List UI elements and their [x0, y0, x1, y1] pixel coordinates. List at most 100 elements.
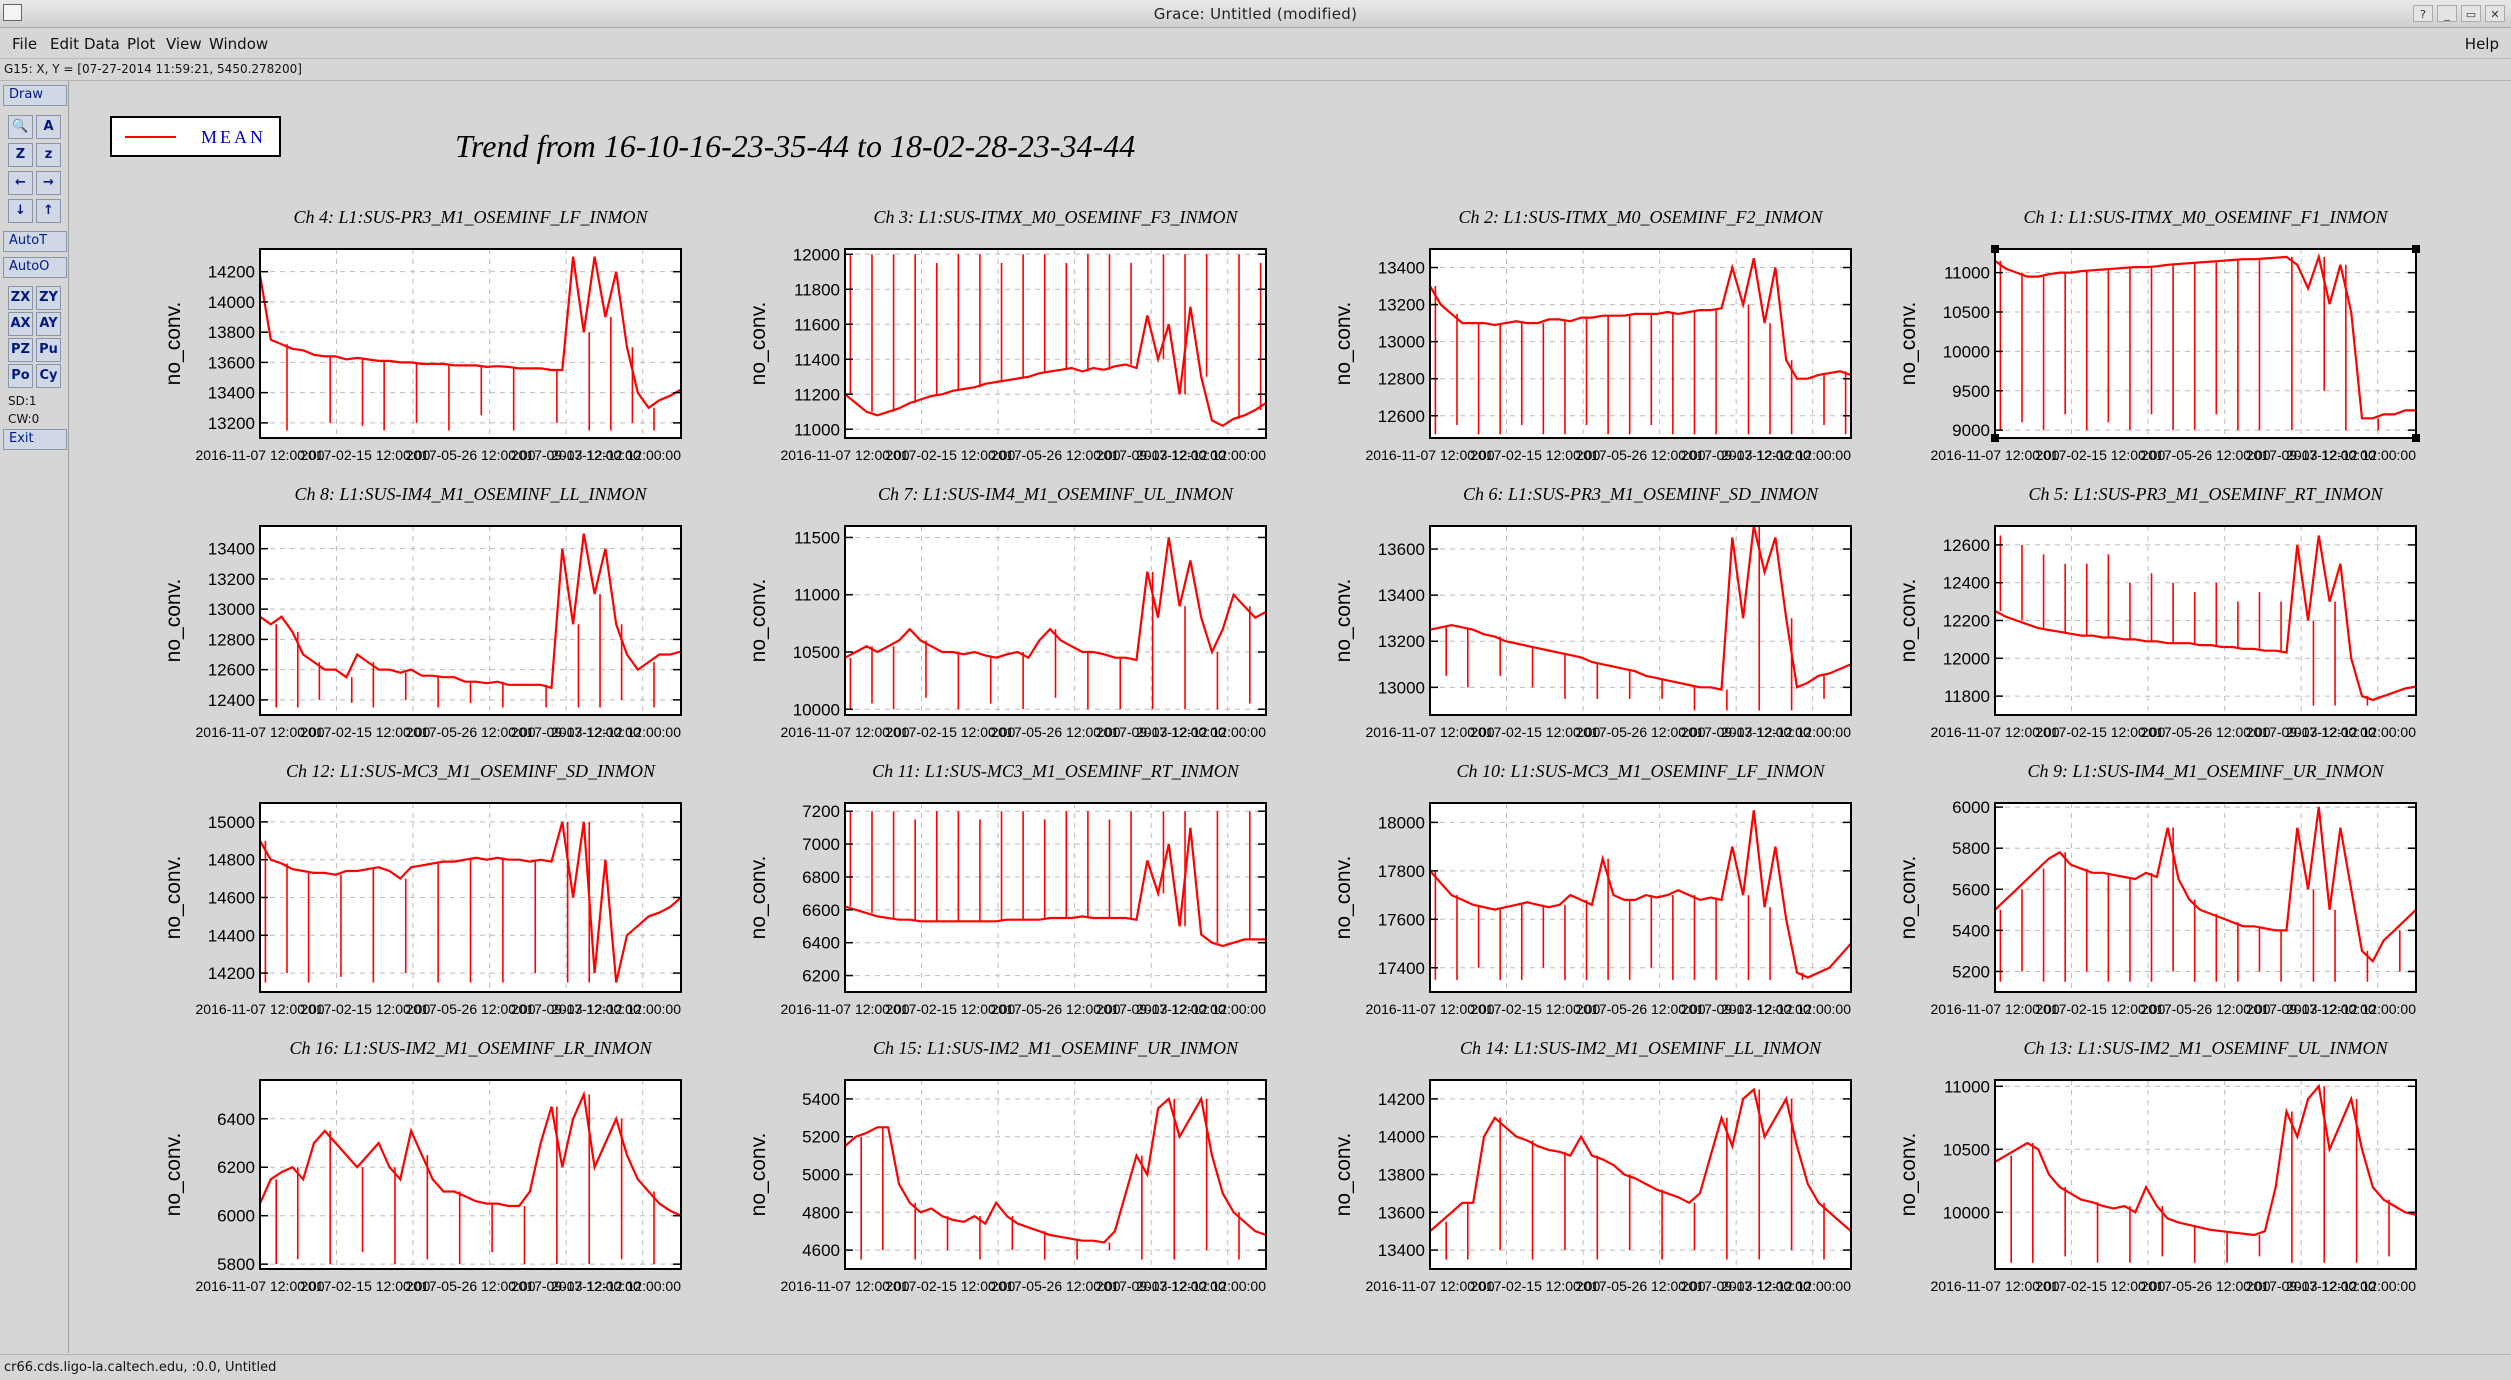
close-button[interactable]: ✕: [2485, 5, 2505, 22]
autoscale-button[interactable]: AutoO: [3, 257, 67, 278]
pop-button[interactable]: Po: [8, 364, 33, 388]
data-series-line: [1994, 1083, 2417, 1237]
y-tick-label: 14200: [1378, 1090, 1425, 1109]
y-axis-label: no_conv.: [1897, 579, 1920, 663]
y-tick-label: 13000: [1378, 678, 1425, 697]
y-tick-label: 5200: [1952, 962, 1990, 981]
text-icon[interactable]: A: [36, 115, 61, 139]
x-tick-label: 2016-11-07 12:00:00: [1366, 447, 1495, 463]
menu-data[interactable]: Data: [84, 35, 120, 53]
graph-9[interactable]: 12600 12800 13000 13200 13400 2016-11-07 12:0…: [1332, 207, 1852, 463]
y-tick-label: 11400: [794, 350, 840, 369]
x-tick-label: 2017-12-12 12:00:00: [1136, 724, 1266, 740]
cycle-button[interactable]: Cy: [36, 364, 61, 388]
y-tick-label: 13200: [1378, 296, 1425, 315]
x-tick-label: 2016-11-07 12:00:00: [196, 724, 325, 740]
y-tick-label: 12400: [208, 691, 255, 710]
graph-12[interactable]: 13400 13600 13800 14000 14200 2016-11-07 12:0…: [1332, 1038, 1852, 1294]
x-tick-label: 2017-05-26 12:00:00: [2141, 447, 2271, 463]
exit-button[interactable]: Exit: [3, 429, 67, 450]
y-tick-label: 10000: [793, 700, 840, 719]
y-tick-label: 11800: [1944, 687, 1990, 706]
menu-plot[interactable]: Plot: [127, 35, 156, 53]
y-tick-label: 11800: [794, 280, 840, 299]
x-tick-label: 2016-11-07 12:00:00: [196, 1001, 325, 1017]
plot-canvas[interactable]: MEAN Trend from 16-10-16-23-35-44 to 18-…: [69, 81, 2511, 1353]
current-world-label: CW:0: [8, 412, 40, 426]
draw-button[interactable]: Draw: [3, 85, 67, 106]
x-tick-label: 2017-12-12 12:00:00: [1721, 1278, 1851, 1294]
magnifier-icon[interactable]: 🔍: [8, 115, 33, 139]
x-tick-label: 2017-05-26 12:00:00: [991, 724, 1121, 740]
y-tick-label: 6200: [217, 1158, 255, 1177]
x-tick-label: 2016-11-07 12:00:00: [1366, 724, 1495, 740]
help-window-button[interactable]: ?: [2413, 5, 2433, 22]
autoscale-y-button[interactable]: AY: [36, 312, 61, 336]
arrow-left-icon[interactable]: ←: [8, 171, 33, 195]
graph-7[interactable]: 6200 6400 6600 6800 7000 7200 2016-11-07 12:00…: [747, 761, 1267, 1017]
x-tick-label: 2017-09-03 12:00:00: [1096, 1001, 1226, 1017]
maximize-button[interactable]: ▭: [2461, 5, 2481, 22]
x-tick-label: 2016-11-07 12:00:00: [196, 1278, 325, 1294]
arrow-right-icon[interactable]: →: [36, 171, 61, 195]
x-tick-label: 2017-02-15 12:00:00: [300, 447, 430, 463]
status-text: cr66.cds.ligo-la.caltech.edu, :0.0, Unti…: [4, 1360, 277, 1375]
minimize-button[interactable]: _: [2437, 5, 2457, 22]
y-tick-label: 12600: [1378, 407, 1425, 426]
graph-3[interactable]: 14200 14400 14600 14800 15000 2016-11-07 12:0…: [162, 761, 682, 1017]
y-axis-label: no_conv.: [1332, 856, 1355, 940]
y-tick-label: 10500: [793, 643, 840, 662]
graph-13[interactable]: 9000 9500 10000 10500 11000 2016-11-07 12:00:…: [1897, 207, 2417, 463]
y-tick-label: 12600: [1943, 536, 1990, 555]
y-tick-label: 10000: [1943, 342, 1990, 361]
graph-5[interactable]: 11000 11200 11400 11600 11800 12000 2016-11-07…: [747, 207, 1267, 463]
y-tick-label: 14000: [1378, 1128, 1425, 1147]
app-icon[interactable]: [3, 4, 22, 21]
y-axis-label: no_conv.: [1897, 856, 1920, 940]
y-tick-label: 6400: [217, 1110, 255, 1129]
menu-bar: File Edit Data Plot View Window Help: [0, 28, 2511, 59]
data-series-line: [844, 306, 1267, 428]
y-tick-label: 12600: [208, 661, 255, 680]
menu-file[interactable]: File: [12, 35, 38, 53]
menu-edit[interactable]: Edit: [50, 35, 80, 53]
menu-help[interactable]: Help: [2464, 35, 2499, 53]
menu-view[interactable]: View: [166, 35, 202, 53]
autoscale-x-button[interactable]: AX: [8, 312, 33, 336]
zoom-x-button[interactable]: ZX: [8, 286, 33, 310]
graph-1[interactable]: 13200 13400 13600 13800 14000 14200 2016-11-07…: [162, 207, 682, 463]
push-zoom-button[interactable]: PZ: [8, 338, 33, 362]
data-series-line: [1994, 806, 2417, 964]
y-tick-label: 11000: [794, 586, 840, 605]
x-tick-label: 2017-09-03 12:00:00: [511, 1001, 641, 1017]
graph-2[interactable]: 12400 12600 12800 13000 13200 13400 2016-11-07…: [162, 484, 682, 740]
x-tick-label: 2017-02-15 12:00:00: [885, 1278, 1015, 1294]
menu-window[interactable]: Window: [209, 35, 269, 53]
arrow-up-icon[interactable]: ↑: [36, 199, 61, 223]
push-button[interactable]: Pu: [36, 338, 61, 362]
zoom-z-small-icon[interactable]: z: [36, 143, 61, 167]
graph-title: Ch 14: L1:SUS-IM2_M1_OSEMINF_LL_INMON: [1460, 1038, 1822, 1058]
graph-14[interactable]: 11800 12000 12200 12400 12600 2016-11-07 12:0…: [1897, 484, 2417, 740]
zoom-y-button[interactable]: ZY: [36, 286, 61, 310]
y-tick-label: 13000: [1378, 333, 1425, 352]
zoom-z-icon[interactable]: Z: [8, 143, 33, 167]
plot-area: [1430, 526, 1851, 715]
graph-canvas-svg[interactable]: MEAN Trend from 16-10-16-23-35-44 to 18-…: [69, 81, 2511, 1353]
arrow-down-icon[interactable]: ↓: [8, 199, 33, 223]
plot-title: Trend from 16-10-16-23-35-44 to 18-02-28…: [455, 128, 1135, 164]
x-tick-label: 2017-02-15 12:00:00: [1470, 447, 1600, 463]
y-tick-label: 14000: [208, 293, 255, 312]
graph-title: Ch 7: L1:SUS-IM4_M1_OSEMINF_UL_INMON: [878, 484, 1234, 504]
x-tick-label: 2017-02-15 12:00:00: [300, 724, 430, 740]
x-tick-label: 2017-02-15 12:00:00: [300, 1001, 430, 1017]
autotick-button[interactable]: AutoT: [3, 231, 67, 252]
y-tick-label: 10000: [1943, 1203, 1990, 1222]
